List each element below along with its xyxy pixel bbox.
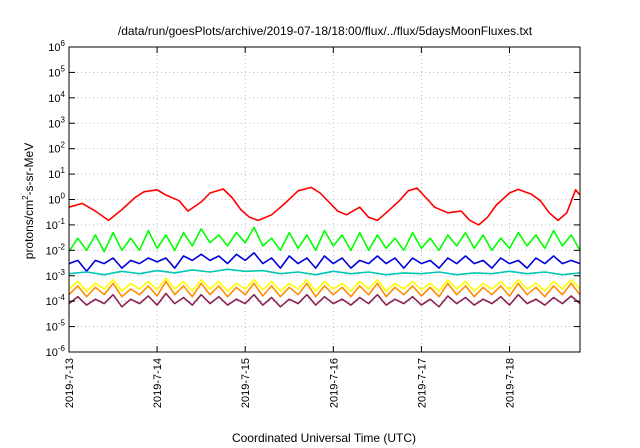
y-tick-label: 104 — [48, 90, 65, 105]
series-line-5 — [68, 277, 581, 292]
y-tick-label: 10-2 — [46, 242, 66, 257]
y-tick-label: 10-4 — [46, 293, 66, 308]
x-tick-label: 2019-7-16 — [328, 358, 340, 408]
x-axis-label: Coordinated Universal Time (UTC) — [232, 431, 416, 445]
series-line-7 — [68, 292, 581, 308]
axis-ticks — [68, 46, 580, 353]
y-tick-label: 106 — [48, 39, 65, 54]
y-tick-label: 100 — [48, 192, 65, 207]
y-tick-label: 101 — [48, 166, 65, 181]
y-tick-label: 105 — [48, 64, 65, 79]
series-line-6 — [68, 280, 581, 298]
series-line-4 — [68, 268, 581, 276]
series-line-1 — [68, 186, 581, 226]
series-line-3 — [68, 252, 581, 273]
series-line-2 — [68, 226, 581, 253]
y-tick-label: 10-6 — [46, 344, 66, 359]
x-tick-labels: 2019-7-13 2019-7-14 2019-7-15 2019-7-16 2019… — [64, 358, 517, 408]
y-tick-label: 103 — [48, 115, 65, 130]
y-tick-label: 10-3 — [46, 268, 66, 283]
chart-grid — [69, 47, 580, 352]
y-tick-label: 10-5 — [46, 319, 66, 334]
x-tick-label: 2019-7-18 — [505, 358, 517, 408]
x-tick-label: 2019-7-17 — [416, 358, 428, 408]
y-tick-label: 10-1 — [46, 217, 66, 232]
y-tick-labels: 10-6 10-5 10-4 10-3 10-2 10-1 100 101 102 103 104 1… — [46, 39, 66, 359]
chart-title: /data/run/goesPlots/archive/2019-07-18/1… — [118, 24, 533, 38]
series-layer — [68, 186, 581, 308]
x-tick-label: 2019-7-13 — [64, 358, 76, 408]
y-axis-label: protons/cm2-s-sr-MeV — [21, 143, 36, 259]
x-tick-label: 2019-7-15 — [240, 358, 252, 408]
x-tick-label: 2019-7-14 — [152, 358, 164, 408]
y-tick-label: 102 — [48, 141, 65, 156]
